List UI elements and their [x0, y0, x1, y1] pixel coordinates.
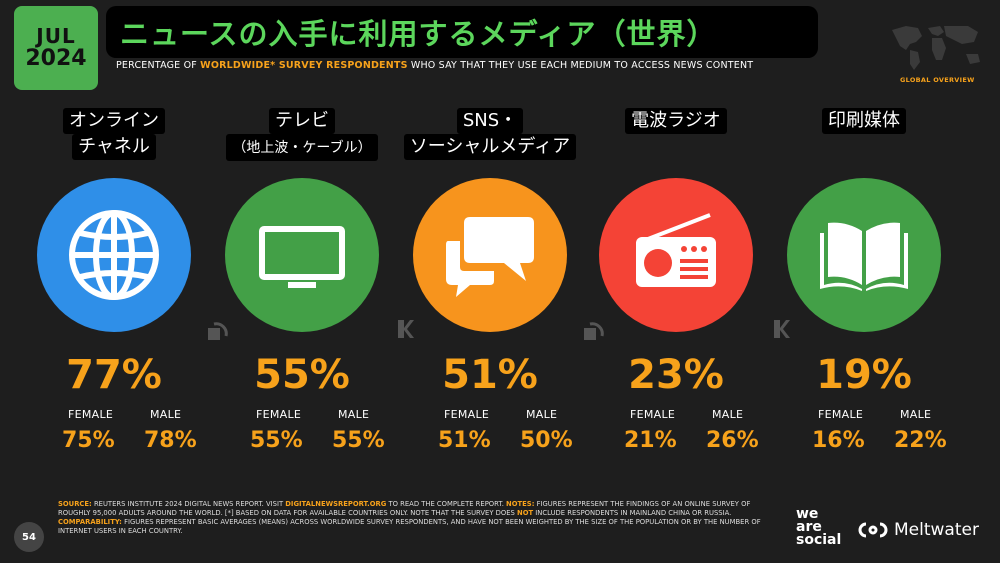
notes-text: FIGURES REPRESENT THE FINDINGS OF AN ONL…	[58, 500, 751, 517]
media-label-line2: ソーシャルメディア	[403, 134, 577, 160]
female-percentage: 16%	[812, 428, 865, 453]
date-badge: JUL 2024	[14, 6, 98, 90]
female-label: FEMALE	[444, 408, 490, 421]
source-text: REUTERS INSTITUTE 2024 DIGITAL NEWS REPO…	[91, 500, 286, 508]
media-label-line2: チャネル	[72, 134, 156, 160]
media-label-line1: SNS・	[456, 108, 524, 134]
media-label-line1: オンライン	[63, 108, 165, 134]
male-label: MALE	[526, 408, 558, 421]
media-column-sns: SNS・ ソーシャルメディア 51% FEMALE MALE 51% 50%	[402, 108, 578, 453]
media-circle	[413, 178, 567, 332]
media-circle	[787, 178, 941, 332]
date-month: JUL	[36, 23, 76, 48]
female-label: FEMALE	[818, 408, 864, 421]
notes-label: NOTES:	[506, 500, 535, 508]
male-percentage: 78%	[144, 428, 197, 453]
media-column-tv: テレビ （地上波・ケーブル） 55% FEMALE MALE 55% 55%	[214, 108, 390, 453]
subtitle-highlight: WORLDWIDE* SURVEY RESPONDENTS	[200, 60, 408, 71]
logo-line2: are	[796, 519, 822, 535]
female-label: FEMALE	[630, 408, 676, 421]
total-percentage: 51%	[442, 352, 538, 398]
male-label: MALE	[338, 408, 370, 421]
notes-text-2: INCLUDE RESPONDENTS IN MAINLAND CHINA OR…	[533, 509, 732, 517]
comparability-label: COMPARABILITY:	[58, 518, 122, 526]
media-label-line2-text: （地上波・ケーブル）	[232, 140, 372, 156]
radio-icon	[636, 213, 716, 287]
kepios-icon	[398, 320, 414, 338]
male-label: MALE	[900, 408, 932, 421]
date-year: 2024	[25, 45, 87, 71]
meltwater-text: Meltwater	[894, 520, 979, 540]
media-label-line1: 電波ラジオ	[625, 108, 727, 134]
media-circle	[599, 178, 753, 332]
comparability-text: FIGURES REPRESENT BASIC AVERAGES (MEANS)…	[58, 518, 761, 535]
subtitle-pre: PERCENTAGE OF	[116, 60, 201, 71]
source-link[interactable]: DIGITALNEWSREPORT.ORG	[285, 500, 387, 508]
kepios-icon	[774, 320, 790, 338]
footer-notes: SOURCE: REUTERS INSTITUTE 2024 DIGITAL N…	[58, 500, 778, 536]
male-label: MALE	[150, 408, 182, 421]
male-percentage: 22%	[894, 428, 947, 453]
total-percentage: 19%	[816, 352, 912, 398]
tv-icon	[259, 226, 345, 288]
total-percentage: 55%	[254, 352, 350, 398]
female-label: FEMALE	[256, 408, 302, 421]
media-label-line1: テレビ	[269, 108, 335, 134]
globe-icon	[69, 210, 159, 300]
female-percentage: 55%	[250, 428, 303, 453]
total-percentage: 23%	[628, 352, 724, 398]
we-are-social-logo: we are social	[796, 506, 842, 548]
speech-bubbles-icon	[446, 217, 534, 297]
logo-line3: social	[796, 532, 842, 548]
media-column-radio: 電波ラジオ 23% FEMALE MALE 21% 26%	[588, 108, 764, 453]
male-label: MALE	[712, 408, 744, 421]
media-circle	[225, 178, 379, 332]
world-map-icon	[892, 26, 980, 70]
not-word: NOT	[517, 509, 534, 517]
media-column-online: オンライン チャネル 77% FEMALE MALE 75% 78%	[26, 108, 202, 453]
title-box: ニュースの入手に利用するメディア（世界）	[106, 6, 818, 58]
female-percentage: 51%	[438, 428, 491, 453]
media-circle	[37, 178, 191, 332]
female-label: FEMALE	[68, 408, 114, 421]
logo-line1: we	[796, 506, 819, 522]
watermark-icon	[208, 322, 228, 340]
media-label-line2: （地上波・ケーブル）	[226, 134, 378, 161]
male-percentage: 55%	[332, 428, 385, 453]
source-text-2: TO READ THE COMPLETE REPORT.	[386, 500, 507, 508]
book-icon	[820, 222, 908, 291]
male-percentage: 26%	[706, 428, 759, 453]
total-percentage: 77%	[66, 352, 162, 398]
page-number: 54	[14, 522, 44, 552]
female-percentage: 75%	[62, 428, 115, 453]
watermark-icon	[584, 322, 604, 340]
subtitle-post: WHO SAY THAT THEY USE EACH MEDIUM TO ACC…	[407, 60, 754, 71]
female-percentage: 21%	[624, 428, 677, 453]
media-label-line1: 印刷媒体	[822, 108, 906, 134]
media-column-print: 印刷媒体 19% FEMALE MALE 16% 22%	[776, 108, 952, 453]
subtitle: PERCENTAGE OF WORLDWIDE* SURVEY RESPONDE…	[116, 60, 753, 71]
meltwater-mark-icon	[858, 522, 888, 538]
male-percentage: 50%	[520, 428, 573, 453]
map-label: GLOBAL OVERVIEW	[900, 76, 975, 84]
meltwater-logo: Meltwater	[858, 520, 979, 540]
source-label: SOURCE:	[58, 500, 92, 508]
page-title: ニュースの入手に利用するメディア（世界）	[120, 17, 717, 51]
